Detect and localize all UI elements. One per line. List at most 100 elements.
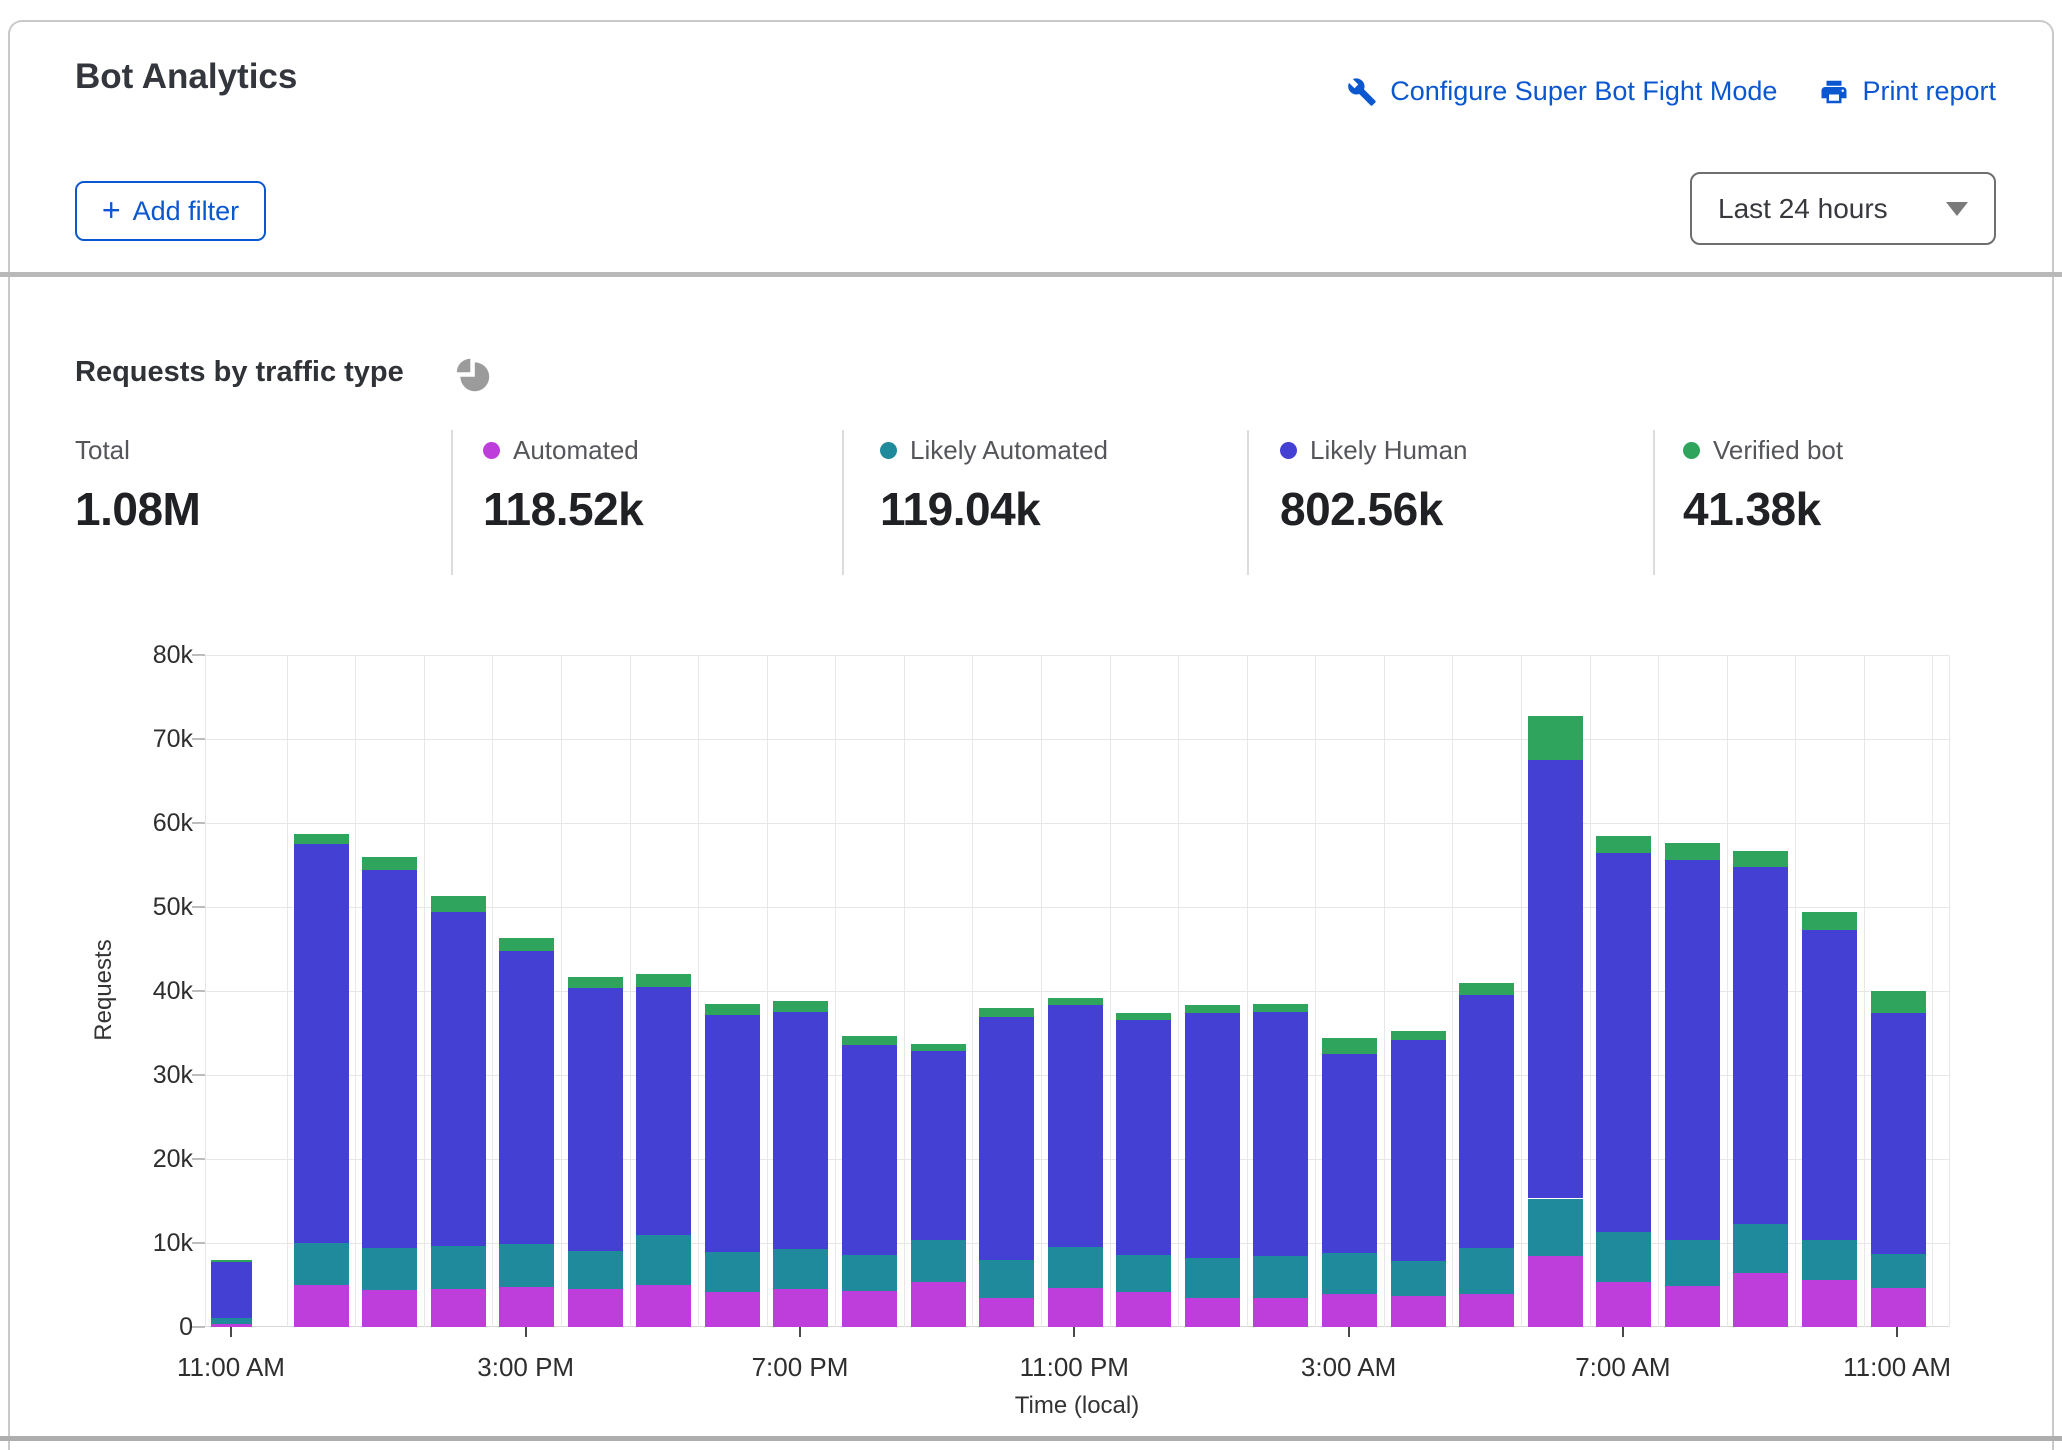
bar-segment-verified-bot[interactable] [211,1260,252,1263]
bar-segment-verified-bot[interactable] [1596,836,1651,853]
bar-segment-verified-bot[interactable] [1665,843,1720,860]
bar-segment-likely-automated[interactable] [1733,1224,1788,1274]
bar-segment-likely-human[interactable] [1802,930,1857,1240]
stat-automated[interactable]: Automated 118.52k [483,432,643,536]
bar-segment-automated[interactable] [1665,1286,1720,1327]
configure-super-bot-fight-mode-link[interactable]: Configure Super Bot Fight Mode [1347,76,1777,107]
bar-segment-likely-automated[interactable] [1322,1253,1377,1294]
stat-likely-automated[interactable]: Likely Automated 119.04k [880,432,1108,536]
bar-segment-automated[interactable] [294,1285,349,1327]
stacked-bar-1100pm[interactable] [1048,998,1103,1327]
bar-segment-likely-automated[interactable] [1665,1240,1720,1286]
bar-segment-likely-human[interactable] [911,1051,966,1240]
bar-segment-verified-bot[interactable] [1391,1031,1446,1039]
bar-segment-likely-automated[interactable] [1596,1232,1651,1282]
bar-segment-verified-bot[interactable] [1802,912,1857,930]
stacked-bar-200pm[interactable] [431,896,486,1327]
bar-segment-likely-human[interactable] [842,1045,897,1255]
bar-segment-likely-human[interactable] [1116,1020,1171,1254]
bar-segment-automated[interactable] [1322,1294,1377,1327]
bar-segment-automated[interactable] [1871,1288,1926,1327]
bar-segment-likely-human[interactable] [1528,760,1583,1198]
stacked-bar-900am[interactable] [1733,851,1788,1327]
bar-segment-likely-automated[interactable] [1528,1199,1583,1256]
stacked-bar-1200pm[interactable] [294,834,349,1327]
bar-segment-automated[interactable] [431,1289,486,1327]
bar-segment-automated[interactable] [1048,1288,1103,1327]
stacked-bar-600pm[interactable] [705,1004,760,1327]
stacked-bar-300am[interactable] [1322,1038,1377,1327]
bar-segment-likely-automated[interactable] [1116,1255,1171,1292]
bar-segment-likely-human[interactable] [636,987,691,1236]
bar-segment-likely-human[interactable] [1253,1012,1308,1256]
stacked-bar-1000am[interactable] [1802,912,1857,1327]
bar-segment-likely-automated[interactable] [1185,1258,1240,1297]
bar-segment-verified-bot[interactable] [1528,716,1583,760]
bar-segment-verified-bot[interactable] [1322,1038,1377,1054]
bar-segment-likely-automated[interactable] [1459,1248,1514,1294]
bar-segment-likely-automated[interactable] [1871,1254,1926,1288]
bar-segment-verified-bot[interactable] [1871,991,1926,1013]
bar-segment-automated[interactable] [1733,1273,1788,1327]
bar-segment-likely-automated[interactable] [1048,1247,1103,1287]
bar-segment-verified-bot[interactable] [1048,998,1103,1006]
bar-segment-likely-human[interactable] [431,912,486,1246]
bar-segment-likely-human[interactable] [1391,1040,1446,1261]
bar-segment-automated[interactable] [362,1290,417,1327]
print-report-link[interactable]: Print report [1819,76,1996,107]
stat-likely-human[interactable]: Likely Human 802.56k [1280,432,1468,536]
stacked-bar-1100am[interactable] [211,1260,252,1327]
bar-segment-likely-human[interactable] [705,1015,760,1252]
add-filter-button[interactable]: + Add filter [75,181,266,241]
bar-segment-automated[interactable] [1185,1298,1240,1327]
stacked-bar-400am[interactable] [1391,1031,1446,1327]
bar-segment-automated[interactable] [773,1289,828,1327]
bar-segment-likely-human[interactable] [1871,1013,1926,1254]
bar-segment-likely-automated[interactable] [1391,1261,1446,1296]
bar-segment-likely-human[interactable] [568,988,623,1252]
bar-segment-likely-human[interactable] [1459,995,1514,1248]
bar-segment-likely-human[interactable] [294,844,349,1243]
bar-segment-verified-bot[interactable] [842,1036,897,1045]
bar-segment-verified-bot[interactable] [1185,1005,1240,1013]
bar-segment-likely-human[interactable] [1596,853,1651,1232]
bar-segment-verified-bot[interactable] [431,896,486,912]
stacked-bar-700pm[interactable] [773,1001,828,1327]
stacked-bar-800pm[interactable] [842,1036,897,1327]
stacked-bar-700am[interactable] [1596,836,1651,1327]
bar-segment-automated[interactable] [1253,1298,1308,1327]
bar-segment-automated[interactable] [1391,1296,1446,1327]
bar-segment-likely-human[interactable] [1048,1005,1103,1247]
bar-segment-likely-automated[interactable] [842,1255,897,1291]
bar-segment-verified-bot[interactable] [1116,1013,1171,1021]
bar-segment-likely-automated[interactable] [362,1248,417,1290]
bar-segment-automated[interactable] [1596,1282,1651,1327]
stacked-bar-900pm[interactable] [911,1044,966,1327]
bar-segment-verified-bot[interactable] [1459,983,1514,995]
bar-segment-verified-bot[interactable] [499,938,554,951]
stat-verified-bot[interactable]: Verified bot 41.38k [1683,432,1843,536]
bar-segment-automated[interactable] [911,1282,966,1327]
bar-segment-likely-human[interactable] [1733,867,1788,1224]
bar-segment-verified-bot[interactable] [705,1004,760,1016]
bar-segment-likely-automated[interactable] [499,1244,554,1287]
bar-segment-automated[interactable] [568,1289,623,1327]
bar-segment-likely-human[interactable] [1665,860,1720,1240]
bar-segment-likely-automated[interactable] [431,1246,486,1289]
bar-segment-automated[interactable] [1459,1294,1514,1327]
bar-segment-likely-human[interactable] [362,870,417,1248]
bar-segment-likely-automated[interactable] [705,1252,760,1291]
bar-segment-automated[interactable] [636,1285,691,1327]
stacked-bar-400pm[interactable] [568,977,623,1327]
stacked-bar-100pm[interactable] [362,857,417,1327]
stacked-bar-1100am[interactable] [1871,991,1926,1327]
bar-segment-likely-human[interactable] [1322,1054,1377,1253]
bar-segment-likely-automated[interactable] [636,1235,691,1285]
bar-segment-likely-human[interactable] [211,1262,252,1317]
stacked-bar-300pm[interactable] [499,938,554,1327]
stacked-bar-600am[interactable] [1528,716,1583,1327]
stacked-bar-800am[interactable] [1665,843,1720,1327]
bar-segment-likely-automated[interactable] [911,1240,966,1282]
bar-segment-verified-bot[interactable] [911,1044,966,1052]
bar-segment-verified-bot[interactable] [773,1001,828,1012]
